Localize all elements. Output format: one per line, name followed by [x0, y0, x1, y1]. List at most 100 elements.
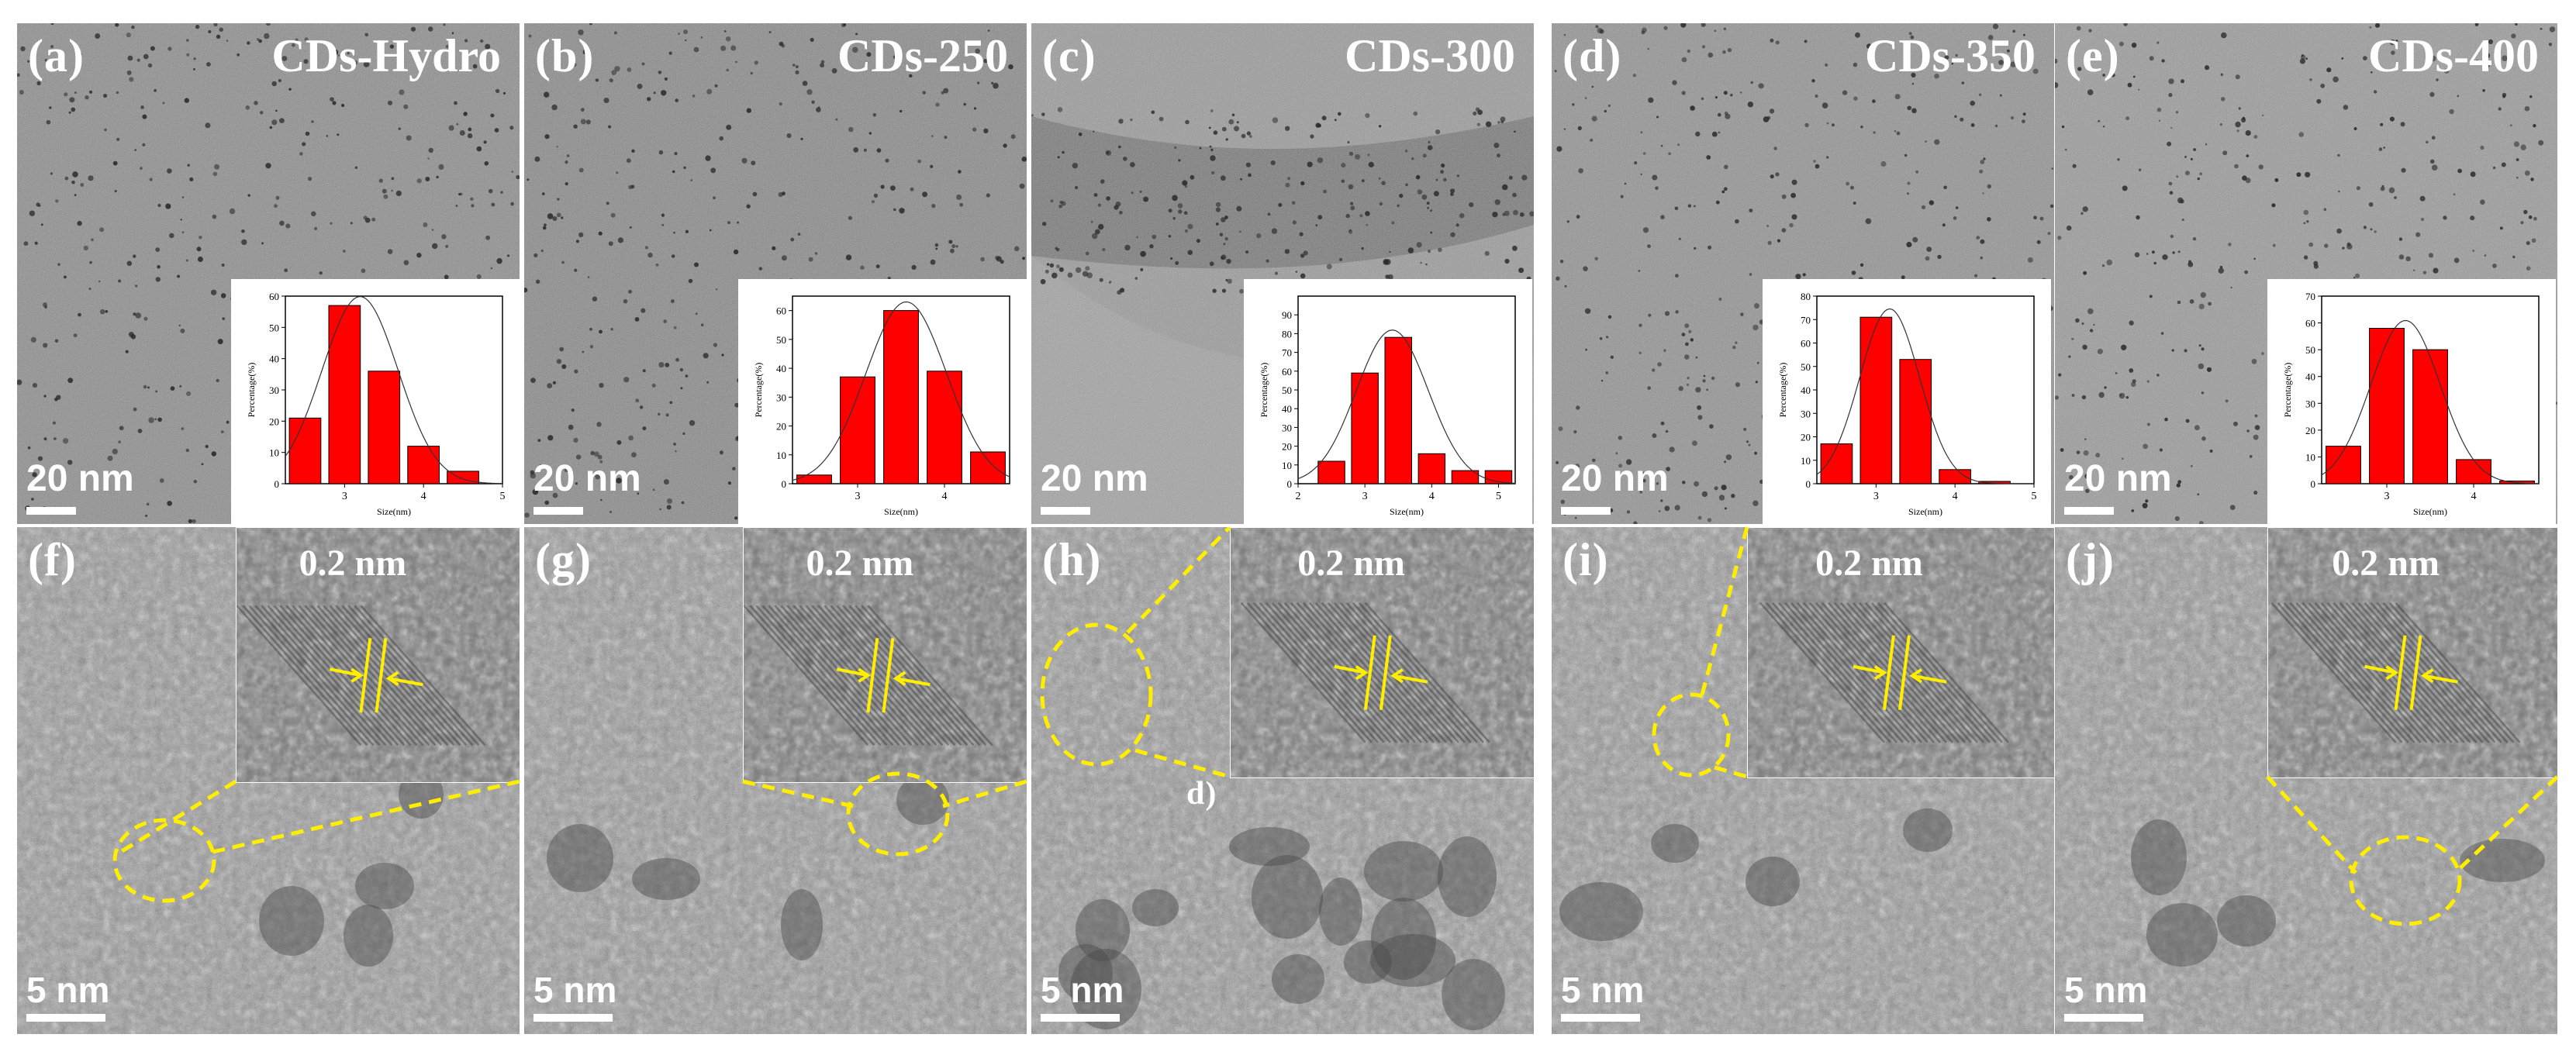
y-tick-label: 70 [2305, 291, 2315, 302]
bar [796, 474, 832, 484]
histogram-svg: 0 10 20 30 40 50 60 70 80 90 2 3 4 5 Size(nm) Percentag… [1259, 295, 1516, 517]
y-tick-label: 50 [1282, 384, 1292, 396]
scale-bar [2064, 1014, 2143, 1022]
lattice-marker-line [882, 637, 895, 713]
lattice-image [1231, 528, 1534, 777]
lattice-marker-line [375, 637, 388, 713]
scale-bar-label: 20 nm [2064, 458, 2172, 499]
y-tick-label: 70 [1801, 314, 1811, 326]
y-tick-label: 30 [269, 384, 279, 396]
x-tick-label: 3 [1873, 491, 1879, 502]
bar [1820, 443, 1853, 484]
arrow-icon [893, 671, 931, 687]
scale-bar-label: 20 nm [26, 458, 134, 499]
y-tick-label: 10 [1282, 460, 1292, 471]
arrow-icon [1853, 664, 1887, 681]
panel-label: (a) [28, 30, 85, 81]
y-axis-label: Percentage(%) [753, 363, 764, 418]
tem-panel-e: (e) CDs-400 20 nm 0 10 20 30 40 50 60 70 3 4 Size(nm)… [2055, 23, 2557, 524]
scale-bar [26, 507, 76, 515]
x-axis-label: Size(nm) [1908, 506, 1942, 517]
sample-title: CDs-350 [1865, 30, 2036, 81]
lattice-spacing-label: 0.2 nm [806, 543, 914, 584]
arrow-icon [2420, 668, 2458, 684]
lattice-image [237, 528, 520, 782]
bar [1384, 336, 1412, 484]
y-tick-label: 60 [1801, 338, 1811, 350]
sample-title: CDs-400 [2368, 30, 2539, 81]
y-tick-label: 20 [269, 415, 279, 427]
arrow-icon [329, 667, 364, 683]
hrtem-panel-i: 0.2 nm (i) 5 nm [1552, 527, 2054, 1034]
bar [2369, 328, 2405, 484]
y-tick-label: 20 [776, 421, 786, 433]
lattice-marker-line [2409, 635, 2422, 711]
bar [1317, 460, 1345, 484]
bar [1417, 453, 1446, 484]
hrtem-panel-f: 0.2 nm (f) 5 nm [17, 527, 520, 1034]
scale-bar [1041, 507, 1090, 515]
y-tick-label: 10 [776, 450, 786, 461]
y-tick-label: 90 [1282, 309, 1292, 321]
bar [328, 305, 361, 484]
panel-label: (b) [535, 30, 595, 81]
scale-bar [26, 1014, 105, 1022]
y-tick-label: 40 [776, 363, 786, 374]
x-tick-label: 4 [2471, 491, 2477, 502]
lattice-spacing-label: 0.2 nm [2332, 543, 2440, 584]
panel-label: (i) [1563, 534, 1609, 585]
panel-label: (d) [1563, 30, 1622, 81]
bar [1899, 359, 1932, 484]
y-tick-label: 30 [1282, 422, 1292, 433]
hrtem-panel-j: 0.2 nm (j) 5 nm [2055, 527, 2557, 1034]
y-tick-label: 50 [1801, 361, 1811, 373]
size-histogram-inset: 0 10 20 30 40 50 60 70 80 3 4 5 Size(nm) Percentage(%… [1763, 279, 2051, 524]
y-axis-label: Percentage(%) [2282, 363, 2293, 418]
scale-bar-label: 5 nm [1041, 970, 1124, 1010]
histogram-svg: 0 10 20 30 40 50 60 70 80 3 4 5 Size(nm) Percentage(%… [1777, 291, 2037, 517]
tem-panel-b: (b) CDs-250 20 nm 0 10 20 30 40 50 60 3 4 Size(nm) Pe… [524, 23, 1027, 524]
y-tick-label: 50 [269, 322, 279, 333]
histogram-svg: 0 10 20 30 40 50 60 70 3 4 Size(nm) Percentage(%) [2282, 291, 2540, 517]
y-tick-label: 40 [1801, 384, 1811, 396]
lattice-image [744, 528, 1027, 782]
scale-bar [2064, 507, 2114, 515]
y-tick-label: 60 [776, 305, 786, 317]
x-tick-label: 3 [342, 491, 347, 502]
fit-curve [792, 301, 1010, 481]
lattice-spacing-label: 0.2 nm [1815, 543, 1923, 584]
y-tick-label: 0 [1287, 478, 1293, 490]
panel-label: (h) [1042, 534, 1102, 585]
y-tick-label: 40 [269, 353, 279, 365]
y-tick-label: 20 [2305, 425, 2315, 436]
scale-bar [1561, 507, 1611, 515]
lattice-inset: 0.2 nm [743, 527, 1027, 783]
panel-label: (j) [2066, 534, 2115, 585]
y-axis-label: Percentage(%) [1259, 363, 1269, 418]
x-tick-label: 5 [500, 491, 506, 502]
panel-label: (e) [2066, 30, 2120, 81]
scale-bar-label: 5 nm [2064, 970, 2148, 1010]
lattice-inset: 0.2 nm [1230, 527, 1534, 778]
x-tick-label: 5 [1496, 491, 1501, 502]
lattice-marker-line [1897, 635, 1911, 711]
hrtem-panel-g: 0.2 nm (g) 5 nm [524, 527, 1027, 1034]
stray-label: d) [1186, 776, 1217, 812]
bar [288, 417, 322, 484]
x-tick-label: 3 [1362, 491, 1368, 502]
y-tick-label: 20 [1282, 441, 1292, 453]
y-tick-label: 0 [275, 478, 280, 490]
y-tick-label: 10 [1801, 455, 1811, 467]
scale-bar-label: 5 nm [26, 970, 110, 1010]
scale-bar [1041, 1014, 1120, 1022]
lattice-image [2268, 528, 2557, 777]
scale-bar-label: 20 nm [534, 458, 641, 499]
bar [883, 310, 919, 484]
scale-bar-label: 20 nm [1041, 458, 1148, 499]
y-tick-label: 30 [776, 391, 786, 403]
scale-bar-label: 20 nm [1561, 458, 1669, 499]
arrow-icon [1390, 668, 1428, 684]
tem-panel-d: (d) CDs-350 20 nm 0 10 20 30 40 50 60 70 80 3 4 5 Size(… [1552, 23, 2054, 524]
bar [407, 446, 440, 484]
y-tick-label: 60 [1282, 366, 1292, 378]
